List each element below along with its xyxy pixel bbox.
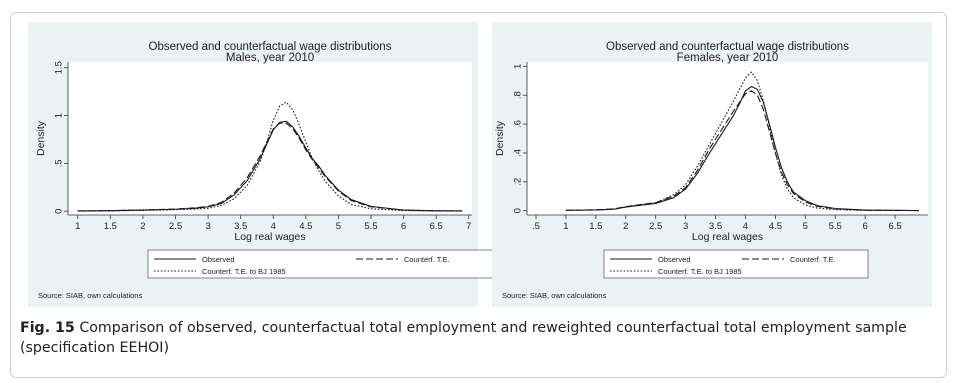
legend-label: Counterf. T.E. to BJ 1985 xyxy=(202,267,286,276)
legend-label: Observed xyxy=(202,255,235,264)
x-tick-label: 5.5 xyxy=(829,221,842,232)
x-tick-label: 1.5 xyxy=(104,221,117,232)
x-tick-label: 1.5 xyxy=(589,221,602,232)
y-tick-label: 1 xyxy=(54,113,65,118)
x-tick-label: 4.5 xyxy=(769,221,782,232)
x-tick-label: 6.5 xyxy=(430,221,443,232)
legend-box xyxy=(147,249,553,279)
x-tick-label: 3 xyxy=(683,221,688,232)
plot-area xyxy=(68,62,472,215)
chart-legend: Observed Counterf. T.E. Counterf. T.E. to … xyxy=(147,249,553,279)
x-tick-label: 4.5 xyxy=(299,221,312,232)
legend-label: Counterf. T.E. xyxy=(790,255,836,264)
x-tick-label: 3 xyxy=(205,221,210,232)
x-tick-label: 5 xyxy=(803,221,808,232)
chart-panel-1: Observed and counterfactual wage distrib… xyxy=(28,22,553,307)
x-tick-label: 2.5 xyxy=(169,221,182,232)
charts-svg: Observed and counterfactual wage distrib… xyxy=(28,22,932,307)
x-tick-label: 2 xyxy=(140,221,145,232)
y-tick-label: .4 xyxy=(513,149,524,157)
chart-title: Observed and counterfactual wage distrib… xyxy=(606,41,849,53)
legend-label: Counterf. T.E. xyxy=(404,255,450,264)
y-tick-label: .6 xyxy=(513,120,524,128)
x-tick-label: 3.5 xyxy=(709,221,722,232)
x-tick-label: 7 xyxy=(466,221,471,232)
series-line-counterf-t-e- xyxy=(77,122,463,212)
y-axis-label: Density xyxy=(494,120,506,156)
y-axis-label: Density xyxy=(35,120,47,156)
plot-area xyxy=(527,62,928,215)
y-tick-label: .2 xyxy=(513,178,524,186)
x-axis-label: Log real wages xyxy=(234,231,305,243)
chart-legend: Observed Counterf. T.E. Counterf. T.E. to … xyxy=(603,249,869,279)
x-tick-label: 6 xyxy=(863,221,868,232)
x-tick-label: 2 xyxy=(623,221,628,232)
y-tick-label: .5 xyxy=(54,159,65,167)
y-tick-label: 0 xyxy=(54,209,65,214)
chart-panel-2: Observed and counterfactual wage distrib… xyxy=(492,22,932,307)
x-tick-label: 2.5 xyxy=(649,221,662,232)
x-tick-label: 4 xyxy=(743,221,748,232)
chart-title: Observed and counterfactual wage distrib… xyxy=(149,41,392,53)
series-line-observed xyxy=(77,120,463,212)
caption-label: Fig. 15 xyxy=(20,320,75,336)
x-tick-label: 4 xyxy=(271,221,276,232)
chart-subtitle: Males, year 2010 xyxy=(226,52,314,64)
source-note: Source: SIAB, own calculations xyxy=(502,291,606,300)
x-tick-label: 1 xyxy=(75,221,80,232)
x-tick-label: 3.5 xyxy=(234,221,247,232)
x-tick-label: 5 xyxy=(336,221,341,232)
y-tick-label: 1 xyxy=(513,64,524,69)
series-line-counterf-t-e-to-bj-1985 xyxy=(565,71,920,212)
y-tick-label: 1.5 xyxy=(54,61,65,74)
y-tick-label: .8 xyxy=(513,91,524,99)
legend-label: Counterf. T.E. to BJ 1985 xyxy=(658,267,742,276)
legend-box xyxy=(603,249,869,279)
chart-subtitle: Females, year 2010 xyxy=(677,52,779,64)
source-note: Source: SIAB, own calculations xyxy=(38,291,142,300)
figure-caption: Fig. 15 Comparison of observed, counterf… xyxy=(20,318,920,358)
x-tick-label: 1 xyxy=(563,221,568,232)
y-tick-label: 0 xyxy=(513,208,524,213)
x-axis-label: Log real wages xyxy=(692,231,763,243)
x-tick-label: 6 xyxy=(401,221,406,232)
series-line-counterf-t-e- xyxy=(565,90,920,212)
x-tick-label: 6.5 xyxy=(888,221,901,232)
caption-text: Comparison of observed, counterfactual t… xyxy=(20,320,907,356)
legend-label: Observed xyxy=(658,255,691,264)
series-line-counterf-t-e-to-bj-1985 xyxy=(77,101,463,212)
series-line-observed xyxy=(565,85,920,212)
x-tick-label: 5.5 xyxy=(364,221,377,232)
x-tick-label: .5 xyxy=(532,221,540,232)
